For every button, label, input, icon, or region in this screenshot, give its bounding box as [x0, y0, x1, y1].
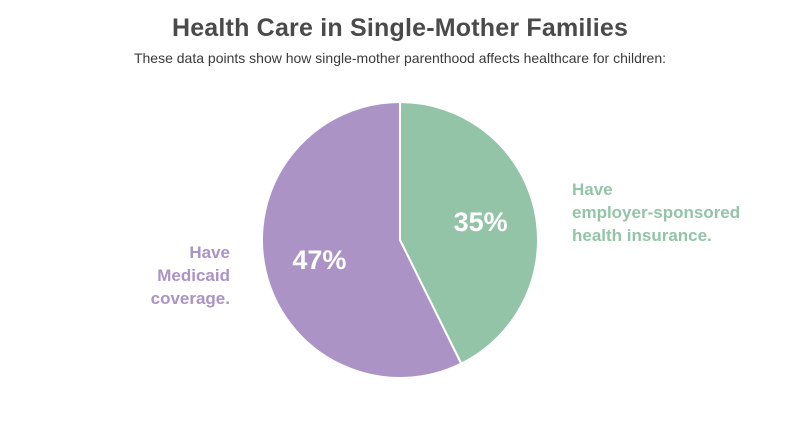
legend-label-medicaid-line-2: Medicaid [157, 266, 230, 285]
value-label-employer-sponsored: 35% [454, 207, 508, 237]
legend-label-employer-line-3: health insurance. [572, 226, 712, 245]
chart-subtitle: These data points show how single-mother… [133, 50, 667, 66]
legend-label-employer: Have employer-sponsored health insurance… [572, 178, 792, 247]
legend-label-employer-line-2: employer-sponsored [572, 203, 741, 222]
legend-label-medicaid-line-3: coverage. [150, 289, 230, 308]
pie-slice-employer-sponsored [399, 101, 539, 365]
legend-label-medicaid-line-1: Have [189, 243, 230, 262]
legend-label-medicaid: Have Medicaid coverage. [110, 241, 230, 310]
legend-label-employer-line-1: Have [572, 180, 613, 199]
chart-title: Health Care in Single-Mother Families [171, 14, 629, 42]
pie-slice-medicaid [261, 101, 463, 379]
value-label-medicaid: 47% [292, 245, 346, 275]
